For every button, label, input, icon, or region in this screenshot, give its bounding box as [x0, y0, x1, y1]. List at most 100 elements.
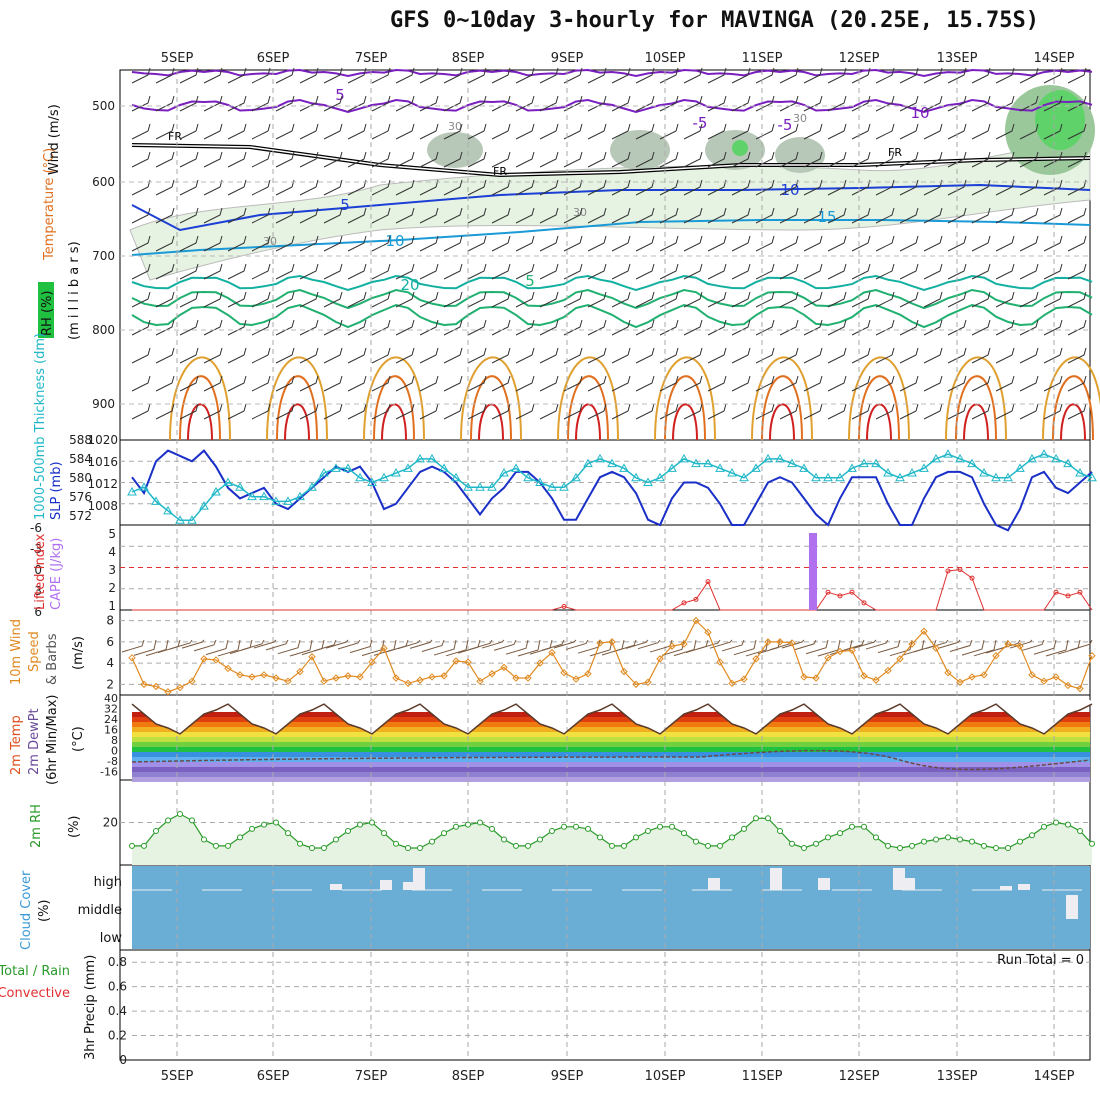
- wind-barb: [299, 95, 319, 112]
- wind-barb: [851, 67, 871, 84]
- wind10-speed-point: [1016, 642, 1024, 650]
- rh2m-point: [213, 842, 219, 849]
- wind-barb: [947, 151, 967, 168]
- temp-band-6: [132, 747, 1090, 752]
- wind-barb: [443, 67, 463, 84]
- wind-barb: [419, 403, 439, 420]
- level-tick-500: 500: [92, 99, 115, 113]
- rh2m-point: [177, 811, 183, 817]
- wind-barb: [731, 375, 751, 392]
- wind-barb: [347, 319, 367, 336]
- rh2m-point: [513, 842, 519, 849]
- wind10-speed-point: [800, 673, 808, 681]
- wind-barb: [467, 179, 487, 196]
- wind-barb: [635, 403, 655, 420]
- wind-barb: [827, 67, 847, 84]
- date-bottom-10SEP: 10SEP: [645, 1069, 686, 1084]
- wind-barb: [539, 291, 559, 308]
- contour-label-1: -5: [693, 114, 708, 132]
- temp-tick: 40: [104, 692, 118, 705]
- wind10-speed-point: [164, 688, 172, 696]
- wind-barb: [227, 95, 247, 112]
- wind-barb: [827, 347, 847, 364]
- wind-barb: [611, 403, 631, 420]
- wind-barb: [755, 123, 775, 140]
- date-top-10SEP: 10SEP: [645, 51, 686, 66]
- wind-barb: [587, 347, 607, 364]
- wind-barb: [515, 347, 535, 364]
- thickness-point: [559, 482, 569, 491]
- level-tick-800: 800: [92, 323, 115, 337]
- rh2m-point: [345, 828, 351, 834]
- wind-barb: [851, 207, 871, 224]
- wind-barb: [971, 179, 991, 196]
- wind-barb: [443, 95, 463, 112]
- thickness-point: [535, 477, 545, 486]
- wind10-barb: [949, 639, 973, 653]
- thickness-point: [691, 458, 701, 468]
- wind10-barb: [697, 639, 721, 650]
- wind10-barb: [733, 639, 757, 656]
- wind10-speed-point: [764, 638, 772, 646]
- thickness-point: [703, 458, 713, 468]
- wind-barb: [275, 151, 295, 168]
- thickness-tick: 580: [69, 471, 92, 485]
- wind10-barb: [961, 639, 985, 656]
- rh2m-point: [861, 823, 867, 830]
- wind-barb: [299, 207, 319, 224]
- wind-barb: [251, 235, 271, 252]
- wind-barb: [779, 319, 799, 336]
- wind10-barb: [649, 639, 673, 653]
- wind-barb: [899, 375, 919, 392]
- wind-barb: [539, 67, 559, 84]
- thickness-point: [451, 472, 461, 482]
- wind10-barb: [1033, 639, 1057, 655]
- wind-barb: [995, 403, 1015, 420]
- hot-contour-6: [761, 375, 803, 441]
- rh2m-point: [933, 836, 939, 843]
- thickness-point: [439, 463, 449, 472]
- wind-barb: [539, 123, 559, 140]
- rh2m-point: [597, 834, 603, 841]
- wind-barb: [227, 179, 247, 196]
- rh2m-point: [657, 823, 663, 830]
- wind-barb: [1067, 347, 1087, 364]
- wind-frame: [119, 609, 1091, 696]
- wind10-speed-point: [512, 674, 520, 682]
- wind10-barb: [445, 639, 469, 657]
- thickness-label: 1000-500mb Thickness (dm): [33, 333, 48, 520]
- thickness-point: [859, 458, 869, 468]
- wind-barb: [659, 235, 679, 252]
- rh2m-point: [285, 830, 291, 837]
- wind-barb: [227, 263, 247, 280]
- wind-barb: [995, 95, 1015, 112]
- wind-barb: [611, 123, 631, 140]
- cloud-level-middle: middle: [78, 903, 122, 918]
- wind-barb: [539, 151, 559, 168]
- wind10-speed-point: [296, 667, 304, 676]
- thickness-point: [391, 468, 401, 477]
- wind-barb: [491, 207, 511, 224]
- thickness-point: [1027, 453, 1037, 463]
- wind-barb: [779, 235, 799, 252]
- wind-barb: [755, 403, 775, 420]
- wind-barb: [419, 235, 439, 252]
- wind-barb: [203, 319, 223, 336]
- wind-barb: [419, 263, 439, 280]
- wind-barb: [971, 291, 991, 308]
- wind-barb: [899, 123, 919, 140]
- wind10-barb: [349, 639, 373, 654]
- wind-barb: [1067, 123, 1087, 140]
- wind-barb: [1019, 67, 1039, 84]
- rh2m-point: [357, 821, 363, 828]
- wind-barb: [611, 67, 631, 84]
- wind-barb: [251, 403, 271, 420]
- wind10-speed-point: [332, 674, 340, 682]
- wind10-barb: [1045, 639, 1069, 657]
- contour-label-9: 15: [817, 208, 836, 226]
- wind-barb: [227, 151, 247, 168]
- wind10-barb: [877, 639, 901, 654]
- wind-barb: [467, 151, 487, 168]
- wind-barb: [779, 67, 799, 84]
- isotherm-minus-5: [131, 98, 1093, 114]
